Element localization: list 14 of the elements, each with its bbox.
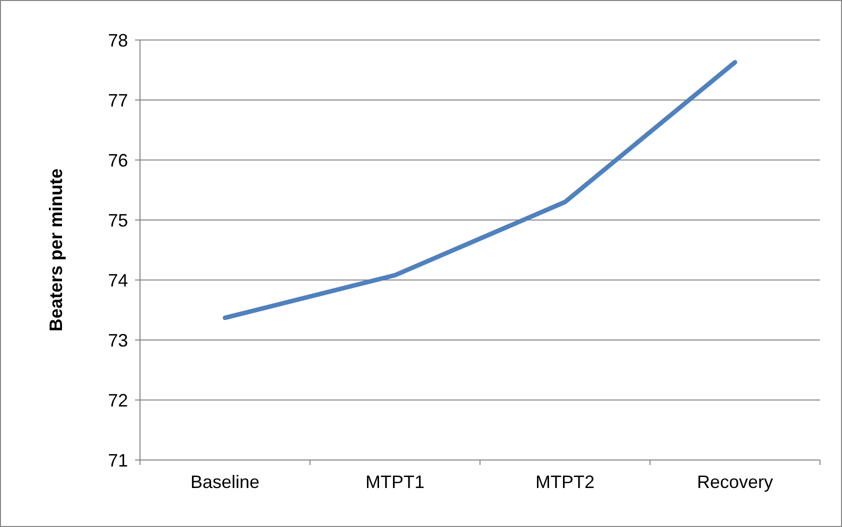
x-tick-label: Baseline [190,472,260,492]
y-tick-label: 78 [108,30,128,50]
line-series [222,60,738,320]
y-axis-title: Beaters per minute [46,168,66,332]
y-tick-label: 73 [108,330,128,350]
y-tick-label: 71 [108,450,128,470]
x-tick-label: MTPT2 [535,472,595,492]
y-tick-label: 74 [108,270,128,290]
y-tick-label: 75 [108,210,128,230]
y-tick-label: 77 [108,90,128,110]
x-tick-label: Recovery [696,472,774,492]
y-tick-label: 76 [108,150,128,170]
y-tick-label: 72 [108,390,128,410]
x-tick-label: MTPT1 [365,472,425,492]
